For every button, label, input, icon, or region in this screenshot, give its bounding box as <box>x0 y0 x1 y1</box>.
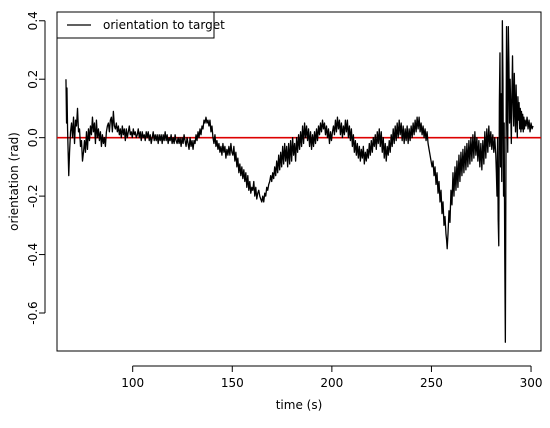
x-axis-ticks: 100 150 200 250 300 <box>121 366 542 390</box>
x-tick-label: 250 <box>420 376 443 390</box>
x-axis-title: time (s) <box>276 398 323 412</box>
y-tick-label: 0.2 <box>26 70 40 89</box>
y-tick-label: 0.4 <box>26 11 40 30</box>
x-tick-label: 200 <box>320 376 343 390</box>
x-tick-label: 150 <box>221 376 244 390</box>
y-tick-label: 0.0 <box>26 128 40 147</box>
x-tick-label: 300 <box>520 376 543 390</box>
plot-border <box>56 11 542 352</box>
series-line-orientation-to-target <box>65 20 534 343</box>
y-axis-ticks: -0.6 -0.4 -0.2 0.0 0.2 0.4 <box>26 11 45 325</box>
y-axis-title: orientation (rad) <box>7 132 21 231</box>
y-tick-label: -0.4 <box>26 243 40 266</box>
y-tick-label: -0.6 <box>26 301 40 324</box>
legend-label: orientation to target <box>103 18 225 32</box>
legend: orientation to target <box>56 11 225 39</box>
x-tick-label: 100 <box>121 376 144 390</box>
y-tick-label: -0.2 <box>26 184 40 207</box>
